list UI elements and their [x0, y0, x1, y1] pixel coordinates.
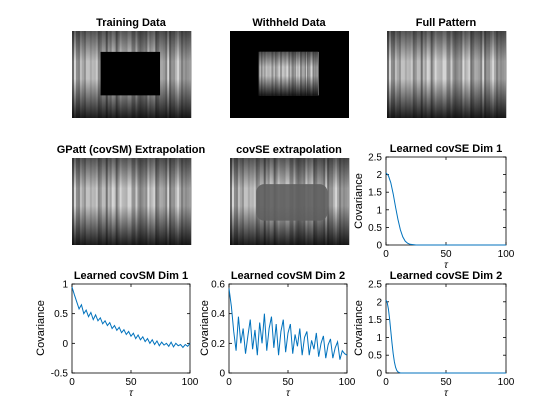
full-shading: [387, 31, 506, 118]
x-axis-label: τ: [444, 388, 449, 399]
plot-frame: [385, 283, 507, 374]
withheld-mask: [100, 51, 161, 96]
x-axis-label: τ: [444, 260, 449, 271]
plot-covsm-dim2: Learned covSM Dim 2 Covariance τ 0 0.2 0.4…: [199, 270, 356, 399]
x-tick-label: 100: [182, 377, 199, 388]
panel-title: Full Pattern: [416, 17, 477, 29]
y-tick-label: -0.5: [51, 369, 69, 380]
panel-full: Full Pattern: [387, 17, 507, 118]
x-tick-label: 100: [498, 249, 515, 260]
y-tick-label: 0: [62, 339, 68, 350]
covariance-line: [385, 172, 506, 246]
panel-title: GPatt (covSM) Extrapolation: [57, 144, 206, 156]
panel-title: covSE extrapolation: [236, 144, 342, 156]
x-axis-label: τ: [129, 388, 134, 399]
x-tick-label: 0: [383, 377, 389, 388]
plot-covse-dim2: Learned covSE Dim 2 Covariance τ 0 0.5 1 1.…: [353, 270, 515, 399]
y-tick-label: 2.5: [368, 280, 382, 291]
y-tick-label: 1.5: [368, 315, 382, 326]
panel-covse-extrapolation: covSE extrapolation: [230, 144, 350, 245]
y-axis-label: Covariance: [353, 173, 365, 229]
y-axis-label: Covariance: [353, 300, 365, 356]
x-axis-label: τ: [286, 388, 291, 399]
withheld-region: [258, 51, 319, 96]
x-tick-label: 0: [226, 377, 232, 388]
y-tick-label: 0.5: [54, 309, 68, 320]
full-pattern-image: [387, 31, 507, 118]
x-tick-label: 0: [383, 249, 389, 260]
y-tick-label: 0: [219, 369, 225, 380]
x-tick-label: 0: [69, 377, 75, 388]
training-image: [72, 31, 192, 118]
y-tick-label: 0.5: [368, 351, 382, 362]
y-tick-label: 1: [62, 280, 68, 291]
plot-frame: [385, 156, 507, 246]
plot-frame: [71, 283, 191, 374]
y-tick-label: 2: [376, 297, 382, 308]
panel-withheld: Withheld Data: [230, 17, 349, 118]
y-tick-label: 2: [376, 170, 382, 181]
y-tick-label: 0: [376, 369, 382, 380]
y-tick-label: 0.5: [368, 223, 382, 234]
panel-gpatt: GPatt (covSM) Extrapolation: [57, 144, 206, 245]
covariance-line: [385, 299, 506, 374]
plot-covse-dim1: Learned covSE Dim 1 Covariance τ 0 0.5 1 1.…: [353, 143, 515, 271]
x-tick-label: 100: [339, 377, 356, 388]
y-tick-label: 0.6: [211, 280, 225, 291]
covariance-line: [71, 286, 191, 349]
plot-title: Learned covSM Dim 2: [231, 270, 345, 282]
y-tick-label: 1: [376, 205, 382, 216]
y-tick-label: 0.4: [211, 309, 225, 320]
panel-title: Withheld Data: [252, 17, 326, 29]
panel-title: Training Data: [96, 17, 167, 29]
x-tick-label: 50: [282, 377, 294, 388]
plot-frame: [228, 283, 348, 374]
gpatt-extrapolation-image: [72, 158, 192, 245]
plot-title: Learned covSE Dim 1: [390, 143, 503, 155]
plot-covsm-dim1: Learned covSM Dim 1 Covariance τ -0.500.…: [35, 270, 199, 399]
x-tick-label: 100: [498, 377, 515, 388]
withheld-shading: [258, 51, 319, 96]
plot-title: Learned covSE Dim 2: [390, 270, 503, 282]
x-tick-label: 50: [440, 377, 452, 388]
covse-extrapolation-image: [230, 158, 350, 245]
y-tick-label: 0: [376, 241, 382, 252]
y-tick-label: 1: [376, 333, 382, 344]
y-tick-label: 1.5: [368, 188, 382, 199]
gpatt-shading: [72, 158, 191, 245]
y-tick-label: 2.5: [368, 153, 382, 164]
withheld-image: [230, 31, 349, 118]
plot-title: Learned covSM Dim 1: [74, 270, 188, 282]
y-axis-label: Covariance: [199, 300, 211, 356]
covariance-line: [228, 288, 348, 360]
x-tick-label: 50: [440, 249, 452, 260]
panel-training: Training Data: [72, 17, 192, 118]
y-tick-label: 0.2: [211, 339, 225, 350]
y-axis-label: Covariance: [35, 300, 47, 356]
x-tick-label: 50: [125, 377, 137, 388]
smoothed-region: [256, 184, 328, 221]
